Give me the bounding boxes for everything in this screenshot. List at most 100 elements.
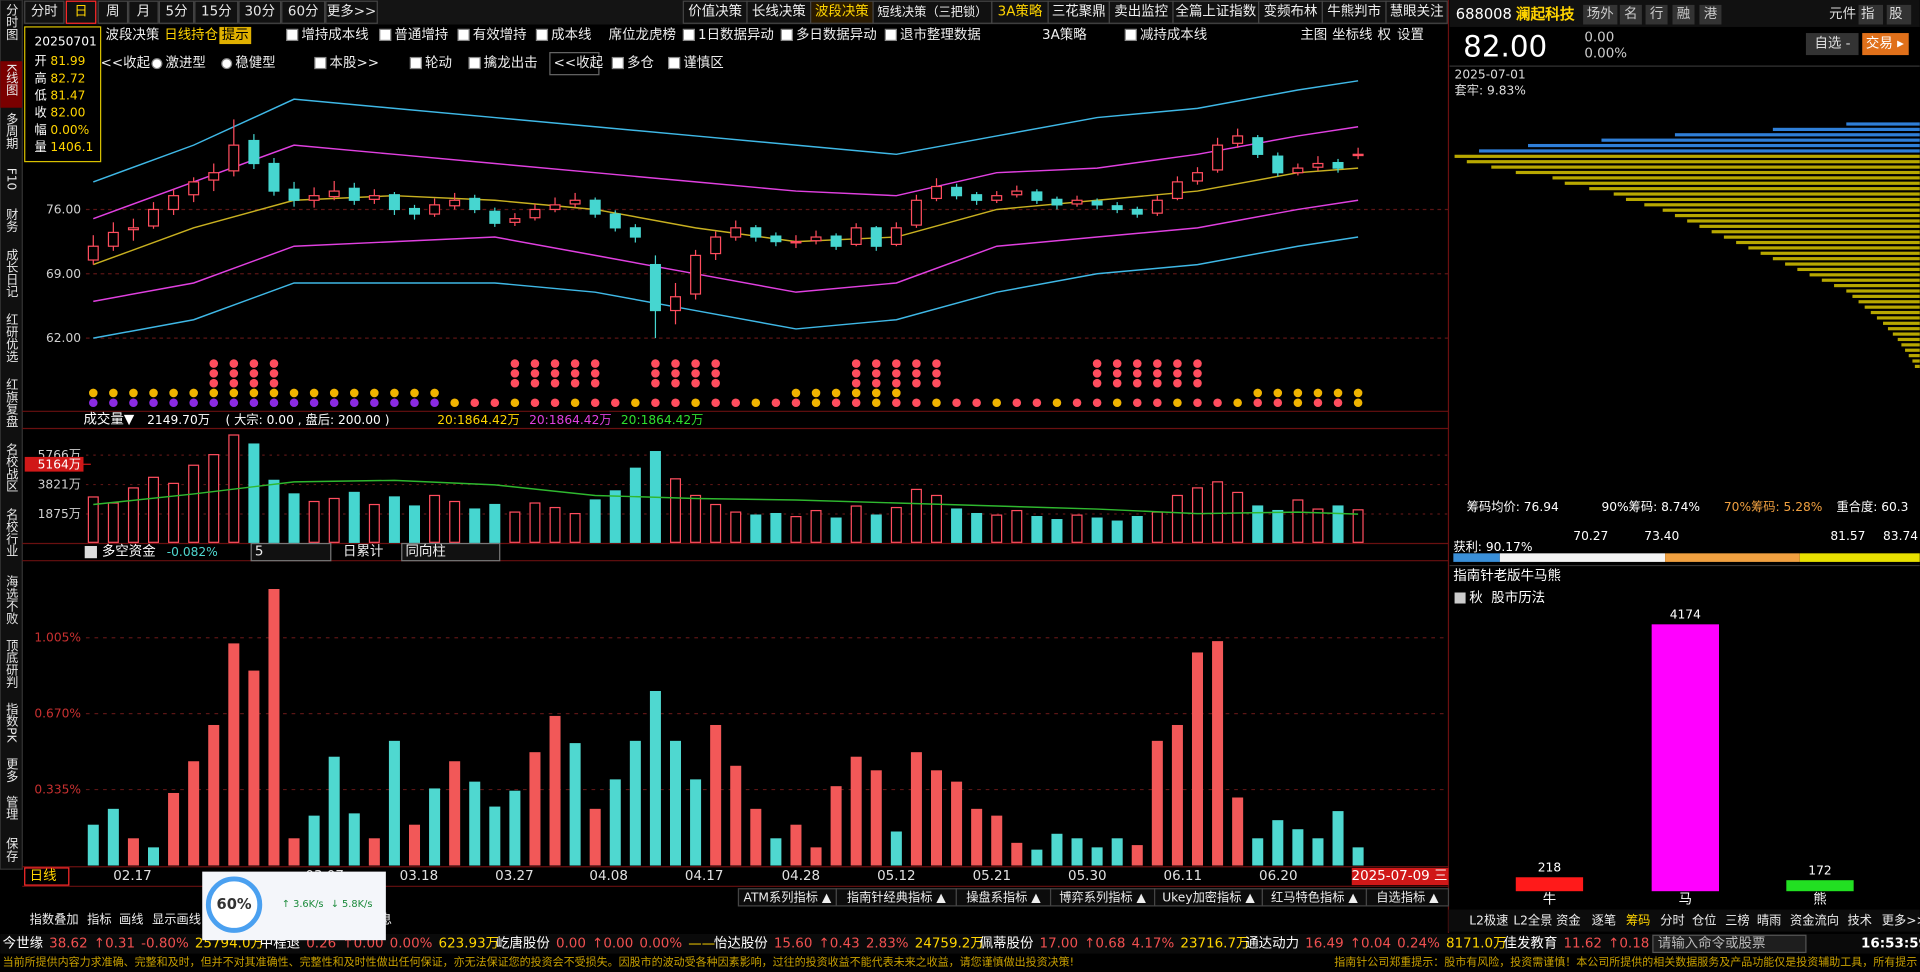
- quote-button[interactable]: [1583, 4, 1618, 25]
- strategy-tab-label[interactable]: 三花聚鼎: [1052, 4, 1106, 20]
- indicator-menu-label[interactable]: ATM系列指标 ▲: [744, 889, 832, 904]
- period-tab[interactable]: [194, 0, 239, 24]
- option-label[interactable]: 主图: [1300, 27, 1327, 43]
- option-label[interactable]: <<收起: [101, 55, 151, 71]
- period-tab[interactable]: [158, 0, 195, 24]
- quote-button[interactable]: [1619, 4, 1642, 25]
- checkbox[interactable]: [1124, 28, 1137, 42]
- option-label[interactable]: 3A策略: [1042, 26, 1087, 43]
- sidebar-item[interactable]: 红研优选: [4, 312, 18, 363]
- checkbox[interactable]: [682, 28, 695, 42]
- option-label[interactable]: 轮动: [425, 55, 452, 71]
- checkbox[interactable]: [884, 28, 897, 42]
- strategy-tab-label[interactable]: 牛熊判市: [1327, 3, 1381, 20]
- select-box[interactable]: [250, 542, 332, 562]
- sidebar-item[interactable]: 名校行业: [4, 507, 18, 557]
- strategy-tab-label[interactable]: 长线决策: [752, 3, 806, 20]
- sidebar-item[interactable]: 指数PK: [4, 701, 18, 743]
- toolbar-item[interactable]: 显示画线: [152, 912, 201, 926]
- period-tab[interactable]: [238, 0, 282, 24]
- strategy-tab-label[interactable]: 慧眼关注: [1390, 4, 1444, 20]
- option-label[interactable]: 减持成本线: [1140, 27, 1207, 43]
- select-box[interactable]: [401, 542, 501, 562]
- collapse-button[interactable]: [549, 52, 600, 76]
- toolbar-item[interactable]: 指标: [87, 911, 111, 926]
- period-tab-label[interactable]: 30分: [244, 4, 275, 20]
- right-tab[interactable]: 晴雨: [1757, 914, 1781, 928]
- period-tab-label[interactable]: 5分: [166, 4, 188, 20]
- quote-button-label[interactable]: 融: [1677, 6, 1690, 22]
- option-label[interactable]: 席位龙虎榜: [609, 26, 676, 43]
- quote-button-label[interactable]: 指: [1861, 6, 1874, 22]
- option-label[interactable]: 1日数据异动: [698, 27, 774, 43]
- option-label[interactable]: 擒龙出击: [484, 54, 538, 71]
- command-input[interactable]: [1652, 934, 1807, 954]
- option-label[interactable]: 谨慎区: [683, 55, 723, 71]
- option-label[interactable]: 增持成本线: [301, 27, 368, 43]
- option-label[interactable]: 普通增持: [394, 27, 448, 43]
- toolbar-item[interactable]: 画线: [119, 912, 143, 926]
- quote-button-label[interactable]: 行: [1650, 6, 1663, 22]
- option-label[interactable]: 有效增持: [473, 27, 527, 43]
- period-tab[interactable]: [325, 0, 378, 24]
- period-tab-label[interactable]: 60分: [288, 4, 319, 20]
- sidebar-item[interactable]: 保存: [4, 837, 18, 862]
- sidebar-item[interactable]: 红旗复盘: [4, 377, 18, 427]
- option-label[interactable]: 退市整理数据: [900, 26, 981, 43]
- quote-button[interactable]: [1886, 4, 1912, 25]
- quote-button[interactable]: [1858, 4, 1884, 25]
- option-label[interactable]: 设置: [1397, 27, 1424, 43]
- sidebar-item[interactable]: 分时图: [4, 3, 18, 40]
- right-tab[interactable]: 更多>>: [1882, 914, 1920, 928]
- option-label[interactable]: 多日数据异动: [796, 26, 877, 43]
- option-label[interactable]: 提示: [222, 27, 249, 43]
- sidebar-item[interactable]: 名校战区: [4, 442, 18, 492]
- checkbox[interactable]: [409, 56, 422, 70]
- period-tab-label[interactable]: 更多>>: [327, 3, 376, 20]
- right-tab[interactable]: L2极速: [1469, 914, 1508, 928]
- sidebar-item[interactable]: K线图: [4, 64, 18, 97]
- control-label[interactable]: 同向柱: [405, 544, 445, 560]
- right-tab[interactable]: 逐笔: [1592, 913, 1616, 928]
- strategy-tab-label[interactable]: 3A策略: [998, 3, 1043, 20]
- right-tab[interactable]: 筹码: [1626, 914, 1650, 928]
- sidebar-item[interactable]: 更多: [4, 758, 18, 783]
- indicator-menu[interactable]: [1365, 888, 1450, 907]
- sidebar-item[interactable]: 海选不败: [4, 574, 18, 624]
- option-label[interactable]: 波段决策: [106, 26, 160, 43]
- indicator-menu-label[interactable]: 操盘系指标 ▲: [966, 889, 1041, 904]
- checkbox[interactable]: [668, 56, 681, 70]
- right-tab[interactable]: 三榜: [1725, 913, 1749, 928]
- command-input-text[interactable]: 请输入命令或股票: [1658, 934, 1766, 951]
- trade-button[interactable]: [1862, 33, 1909, 56]
- checkbox[interactable]: [314, 56, 327, 70]
- indicator-menu-label[interactable]: 自选指标 ▲: [1376, 889, 1439, 904]
- checkbox[interactable]: [286, 28, 299, 42]
- quote-button-label[interactable]: 元件: [1829, 6, 1856, 22]
- period-tab[interactable]: [128, 0, 159, 24]
- option-label[interactable]: 本股>>: [330, 55, 379, 71]
- right-tab[interactable]: 技术: [1848, 914, 1872, 928]
- option-label[interactable]: 成本线: [551, 27, 591, 43]
- sidebar-item[interactable]: F10: [4, 168, 18, 191]
- quote-button-label[interactable]: 股: [1889, 7, 1902, 22]
- indicator-menu-label[interactable]: 指南针经典指标 ▲: [847, 889, 947, 904]
- right-tab[interactable]: 资金流向: [1790, 913, 1839, 928]
- period-tab[interactable]: [97, 0, 129, 24]
- watch-button[interactable]: [1805, 33, 1859, 56]
- period-tab-label[interactable]: 15分: [201, 4, 232, 20]
- checkbox[interactable]: [611, 56, 624, 70]
- period-tab-label[interactable]: 周: [106, 5, 119, 20]
- sidebar-item[interactable]: 成长日记: [4, 248, 18, 297]
- sidebar-item[interactable]: 顶底研判: [4, 639, 18, 688]
- strategy-tab[interactable]: [1385, 0, 1448, 24]
- quote-button[interactable]: [1645, 4, 1668, 25]
- quote-button-label[interactable]: 场外: [1587, 6, 1614, 22]
- strategy-tab-label[interactable]: 变频布林: [1264, 4, 1318, 20]
- option-label[interactable]: 权: [1377, 26, 1391, 43]
- checkbox[interactable]: [535, 28, 549, 42]
- watch-button-label[interactable]: 自选 -: [1814, 36, 1850, 52]
- sidebar-item[interactable]: 管理: [4, 794, 18, 820]
- period-tab-label[interactable]: 分时: [31, 4, 58, 20]
- trade-button-label[interactable]: 交易 ▸: [1866, 35, 1904, 52]
